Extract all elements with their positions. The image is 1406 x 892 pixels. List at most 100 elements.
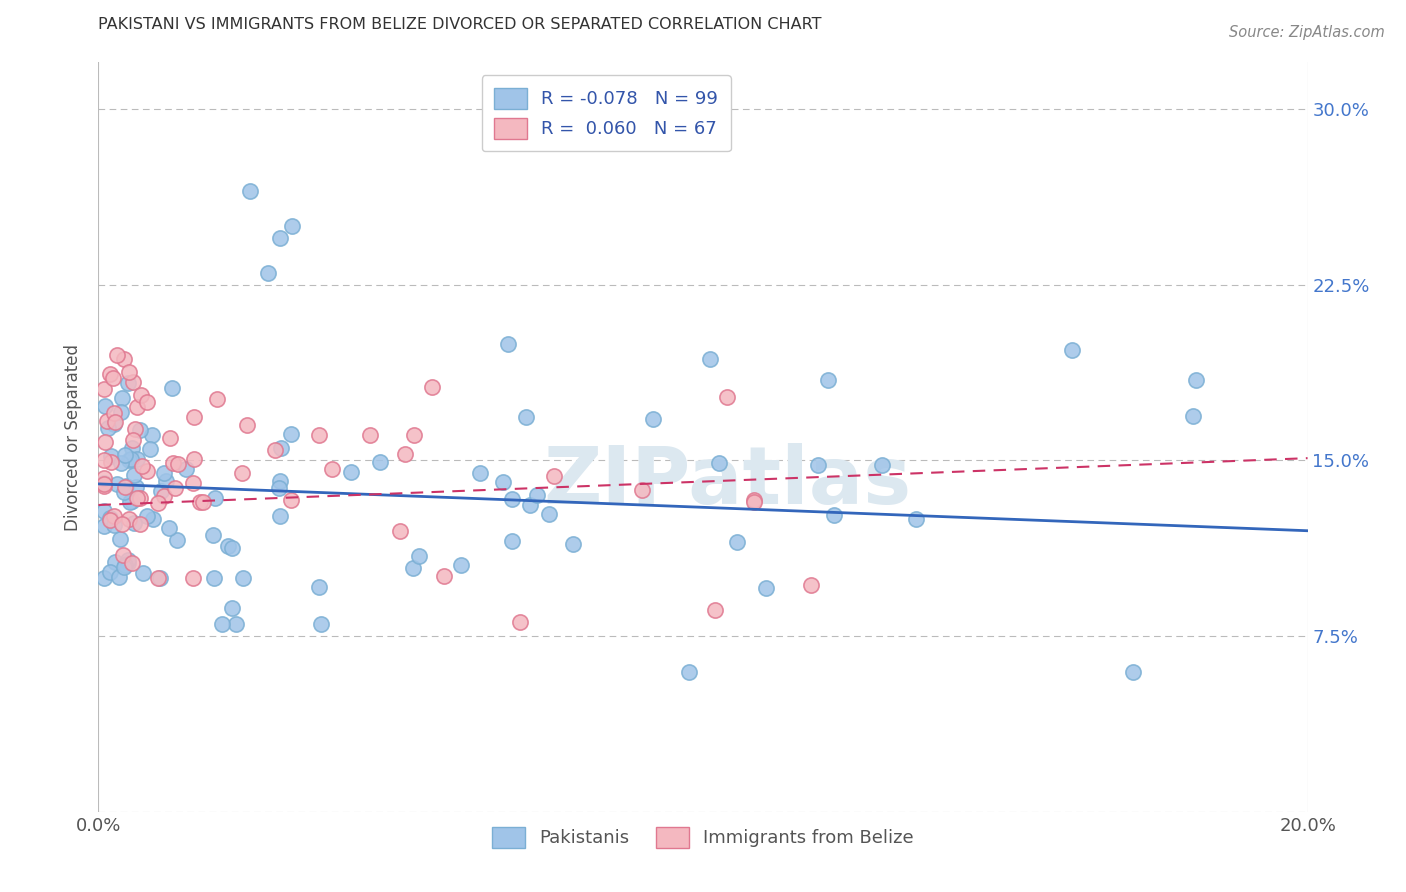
Point xyxy=(98,510,121,524)
Point xyxy=(221,601,243,615)
Point xyxy=(221,541,243,555)
Point xyxy=(93,477,115,491)
Point xyxy=(129,491,152,505)
Point xyxy=(526,488,548,502)
Point xyxy=(308,428,330,442)
Point xyxy=(103,508,125,523)
Point xyxy=(211,617,233,632)
Point xyxy=(117,553,139,567)
Point xyxy=(904,512,927,526)
Point xyxy=(96,414,118,428)
Point xyxy=(157,521,180,535)
Point xyxy=(401,561,423,575)
Point xyxy=(141,427,163,442)
Point xyxy=(389,524,412,538)
Point xyxy=(152,467,174,481)
Point xyxy=(125,451,148,466)
Y-axis label: Divorced or Separated: Divorced or Separated xyxy=(65,343,83,531)
Text: ZIPatlas: ZIPatlas xyxy=(543,443,911,521)
Point xyxy=(543,469,565,483)
Point xyxy=(498,336,520,351)
Point xyxy=(231,467,253,481)
Point xyxy=(1182,409,1205,424)
Point xyxy=(121,494,143,508)
Point xyxy=(408,549,430,563)
Point xyxy=(122,433,145,447)
Point xyxy=(817,373,839,387)
Point xyxy=(870,458,893,473)
Point xyxy=(129,388,152,402)
Point xyxy=(432,568,454,582)
Point xyxy=(270,441,292,455)
Point xyxy=(280,427,302,442)
Point xyxy=(678,665,700,680)
Point xyxy=(105,348,128,362)
Point xyxy=(110,456,132,470)
Point xyxy=(163,481,186,495)
Point xyxy=(122,375,145,389)
Point xyxy=(508,615,530,630)
Point xyxy=(166,457,188,471)
Point xyxy=(98,513,121,527)
Point xyxy=(101,371,124,385)
Point xyxy=(207,392,229,407)
Point xyxy=(267,481,290,495)
Point xyxy=(1122,665,1144,679)
Point xyxy=(104,415,127,429)
Point xyxy=(204,571,226,585)
Point xyxy=(742,495,765,509)
Point xyxy=(204,491,226,506)
Point xyxy=(519,498,541,512)
Point xyxy=(630,483,652,498)
Point xyxy=(125,401,148,415)
Point xyxy=(98,565,121,579)
Point xyxy=(103,406,125,420)
Point xyxy=(166,533,188,548)
Point xyxy=(108,570,131,584)
Point xyxy=(281,219,304,234)
Point xyxy=(110,532,132,546)
Point xyxy=(201,528,224,542)
Point xyxy=(256,266,278,280)
Point xyxy=(183,571,205,585)
Point xyxy=(118,453,141,467)
Point xyxy=(112,352,135,367)
Point xyxy=(181,475,204,490)
Point xyxy=(404,427,426,442)
Point xyxy=(142,512,165,526)
Point xyxy=(160,380,183,394)
Point xyxy=(100,455,122,469)
Point xyxy=(236,417,259,432)
Point xyxy=(394,447,416,461)
Point xyxy=(800,578,823,592)
Text: Source: ZipAtlas.com: Source: ZipAtlas.com xyxy=(1229,25,1385,40)
Point xyxy=(311,617,333,632)
Point xyxy=(100,367,122,381)
Point xyxy=(264,443,287,458)
Point xyxy=(93,471,115,485)
Point xyxy=(239,184,262,198)
Point xyxy=(699,351,721,366)
Point xyxy=(115,479,138,493)
Point xyxy=(118,364,141,378)
Point xyxy=(703,602,725,616)
Point xyxy=(716,390,738,404)
Point xyxy=(118,512,141,526)
Text: PAKISTANI VS IMMIGRANTS FROM BELIZE DIVORCED OR SEPARATED CORRELATION CHART: PAKISTANI VS IMMIGRANTS FROM BELIZE DIVO… xyxy=(98,18,823,32)
Point xyxy=(807,458,830,473)
Point xyxy=(124,421,146,435)
Point xyxy=(538,508,561,522)
Point xyxy=(125,480,148,494)
Point xyxy=(359,427,381,442)
Point xyxy=(217,539,239,553)
Point xyxy=(128,424,150,438)
Point xyxy=(146,496,169,510)
Point xyxy=(450,558,472,573)
Point xyxy=(97,421,120,435)
Point xyxy=(501,534,523,549)
Point xyxy=(193,494,215,508)
Point xyxy=(117,556,139,570)
Point xyxy=(149,484,172,499)
Point xyxy=(135,395,157,409)
Point xyxy=(501,491,523,506)
